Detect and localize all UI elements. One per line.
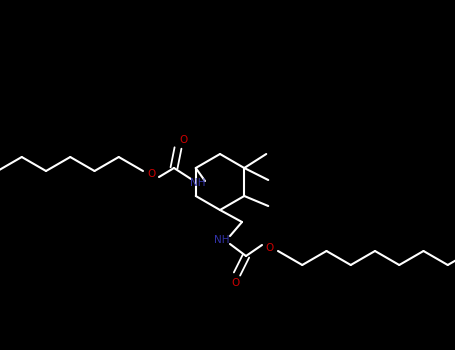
Text: NH: NH <box>214 235 230 245</box>
Text: O: O <box>266 243 274 253</box>
Text: O: O <box>179 135 187 145</box>
Text: NH: NH <box>190 178 206 188</box>
Text: O: O <box>231 278 239 288</box>
Text: O: O <box>147 169 155 179</box>
